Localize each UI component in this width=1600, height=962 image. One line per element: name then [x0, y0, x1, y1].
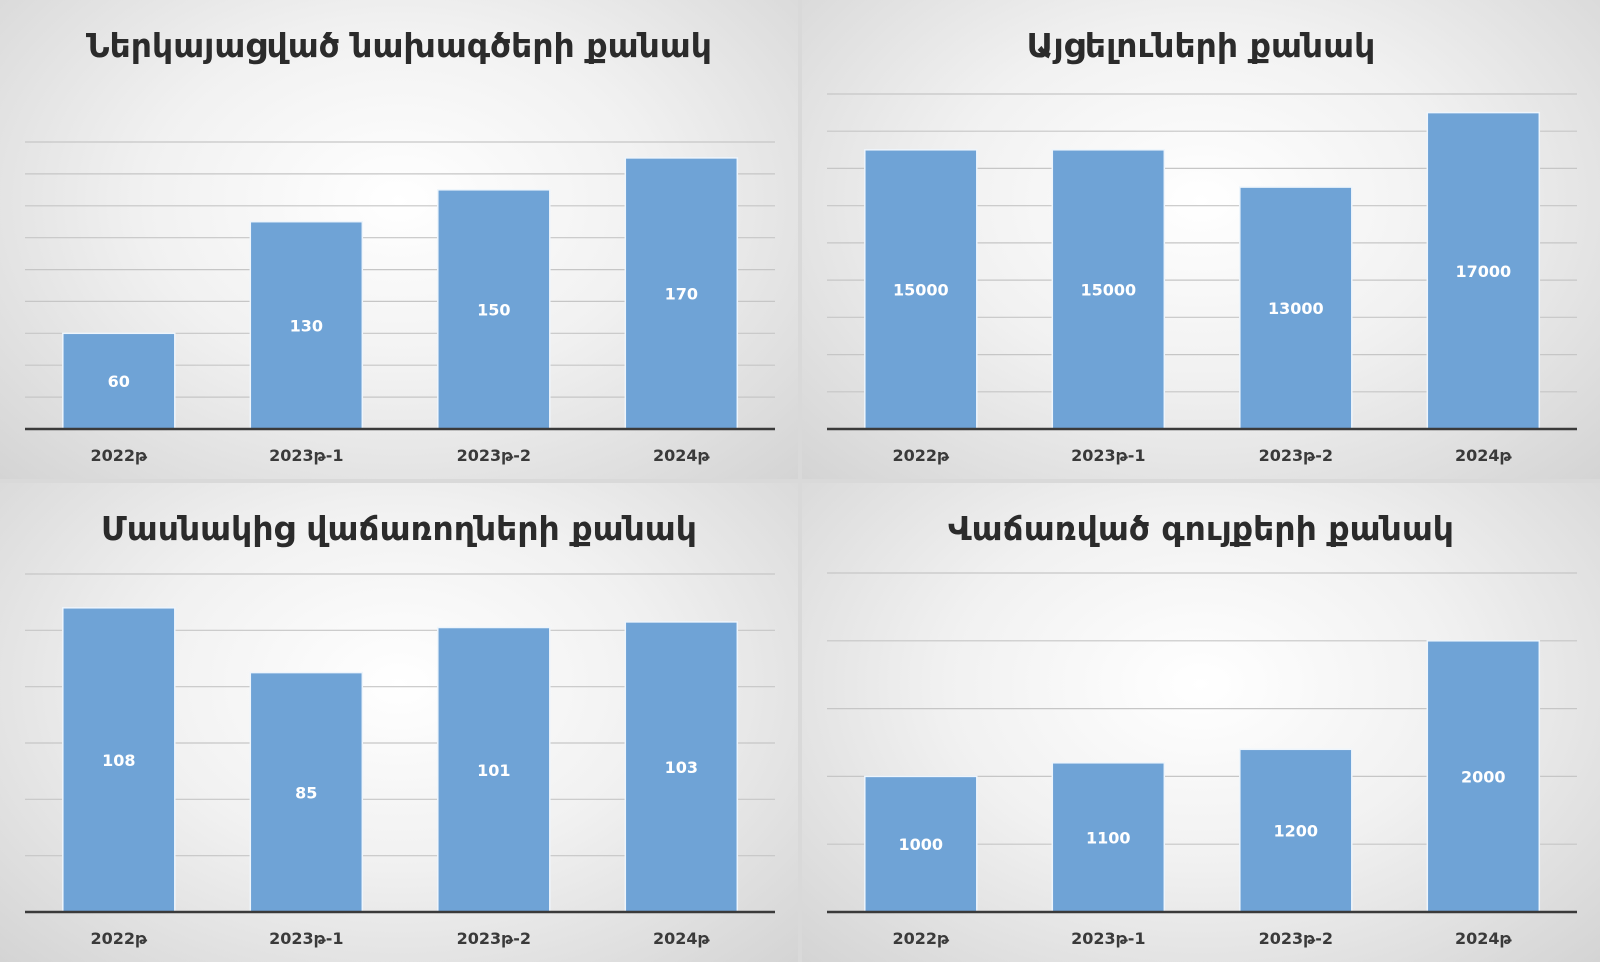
data-label: 103 [665, 758, 698, 777]
data-label: 17000 [1455, 262, 1511, 281]
category-label: 2023թ-1 [1071, 929, 1145, 948]
data-label: 101 [477, 761, 510, 780]
category-label: 2023թ-1 [269, 446, 343, 465]
category-label: 2024թ [653, 446, 711, 465]
chart-title: Ներկայացված նախագծերի քանակ [86, 26, 712, 65]
category-label: 2024թ [1455, 446, 1513, 465]
chart-title: Այցելուների քանակ [1026, 26, 1376, 65]
category-label: 2022թ [90, 929, 148, 948]
data-label: 85 [295, 783, 317, 802]
chart-panel-submitted-projects: Ներկայացված նախագծերի քանակ 60 2022թ 130 20… [0, 0, 798, 479]
data-label: 108 [102, 751, 135, 770]
bar [864, 149, 978, 430]
bar [62, 332, 176, 430]
category-label: 2022թ [892, 929, 950, 948]
category-label: 2022թ [892, 446, 950, 465]
bar [624, 621, 739, 913]
category-label: 2023թ-2 [457, 929, 531, 948]
data-label: 15000 [1080, 280, 1136, 299]
category-label: 2023թ-1 [1071, 446, 1145, 465]
bar [62, 607, 176, 913]
chart-panel-sold-properties: Վաճառված գույքերի քանակ 1000 2022թ 1100 202… [802, 483, 1600, 962]
data-label: 1100 [1086, 828, 1131, 847]
data-label: 15000 [893, 280, 949, 299]
bar [1239, 748, 1353, 913]
bar [864, 775, 978, 913]
bar [249, 671, 364, 913]
chart-panel-participating-sellers: Մասնակից վաճառողների քանակ 108 2022թ 85 202… [0, 483, 798, 962]
category-label: 2023թ-2 [457, 446, 531, 465]
chart-plot: 60 2022թ 130 2023թ-1 150 2023թ-2 170 2024թ [25, 141, 775, 465]
data-label: 60 [108, 372, 130, 391]
category-label: 2024թ [1455, 929, 1513, 948]
bar [437, 189, 551, 430]
bar [437, 626, 551, 913]
bar [1426, 640, 1541, 913]
data-label: 130 [290, 316, 323, 335]
bar [1426, 111, 1541, 430]
category-label: 2022թ [90, 446, 148, 465]
chart-plot: 1000 2022թ 1100 2023թ-1 1200 2023թ-2 2000 2024թ [827, 572, 1577, 948]
category-label: 2023թ-2 [1259, 929, 1333, 948]
chart-panel-visitors: Այցելուների քանակ 15000 2022թ 15000 2023թ-1… [802, 0, 1600, 479]
chart-title: Մասնակից վաճառողների քանակ [101, 509, 697, 548]
bar [624, 157, 739, 430]
data-label: 170 [665, 285, 698, 304]
chart-plot: 108 2022թ 85 2023թ-1 101 2023թ-2 103 2024թ [25, 573, 775, 948]
category-label: 2023թ-1 [269, 929, 343, 948]
data-label: 1200 [1274, 822, 1319, 841]
bar [1239, 186, 1353, 430]
data-label: 1000 [899, 835, 944, 854]
category-label: 2024թ [653, 929, 711, 948]
category-label: 2023թ-2 [1259, 446, 1333, 465]
data-label: 13000 [1268, 299, 1324, 318]
bar [1051, 149, 1166, 430]
chart-title: Վաճառված գույքերի քանակ [948, 509, 1454, 548]
bar [249, 220, 364, 430]
data-label: 2000 [1461, 767, 1506, 786]
chart-plot: 15000 2022թ 15000 2023թ-1 13000 2023թ-2 17000 2… [827, 93, 1577, 465]
data-label: 150 [477, 300, 510, 319]
